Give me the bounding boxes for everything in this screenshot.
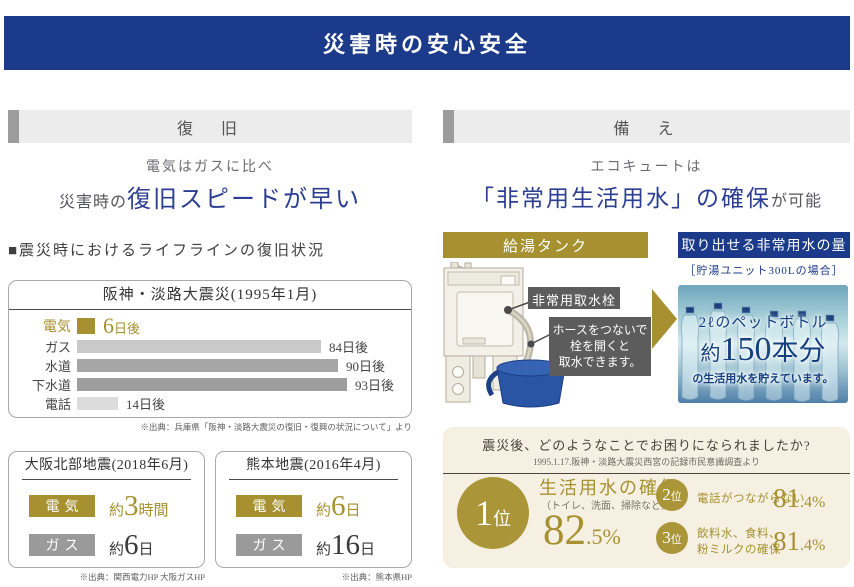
bar-water <box>77 359 338 372</box>
water-bottles-image: 2ℓのペットボトル 約150本分 の生活用水を貯えています。 <box>678 285 848 403</box>
recovery-lead-line2: 災害時の復旧スピードが早い <box>8 179 412 214</box>
chart-label-electricity: 電気 <box>43 319 71 335</box>
gas-badge: ガス <box>236 534 302 556</box>
chart-label-phone: 電話 <box>44 397 71 412</box>
value-sewage: 93日後 <box>355 378 395 393</box>
preparation-lead-main: 「非常用生活用水」の確保 <box>470 186 771 211</box>
page-title: 災害時の安心安全 <box>322 32 531 57</box>
value-phone: 14日後 <box>126 397 166 412</box>
tank-section-bar: 給湯タンク <box>443 232 648 258</box>
bar-electricity <box>77 317 95 334</box>
value-electricity: 6日後 <box>103 312 141 338</box>
osaka-electricity-value: 約 3 時間 <box>109 489 169 522</box>
rank-1-percentage: 82.5% <box>543 507 621 554</box>
arrow-right-icon <box>652 289 677 349</box>
survey-title: 震災後、どのようなことでお困りになられましたか? <box>482 438 811 453</box>
osaka-electricity-row: 電気 約 3 時間 <box>29 490 204 522</box>
hose-instruction-label: ホースをつないで 栓を開くと 取水できます。 <box>549 317 651 376</box>
survey-box: 震災後、どのようなことでお困りになられましたか? 1995.1.17.阪神・淡路… <box>443 427 850 568</box>
chart-row-water: 水道 90日後 <box>9 357 411 374</box>
recovery-lead: 電気はガスに比べ 災害時の復旧スピードが早い <box>8 156 412 214</box>
value-gas: 84日後 <box>329 340 369 355</box>
rank-3-label: 飲料水、食料、 粉ミルクの確保 <box>697 528 781 557</box>
osaka-source-footnote: ※出典：関西電力HP 大阪ガスHP <box>79 572 205 582</box>
amount-section-bar: 取り出せる非常用水の量 <box>678 232 850 258</box>
tank-illustration <box>443 261 678 412</box>
preparation-lead: エコキュートは 「非常用生活用水」の確保が可能 <box>443 156 850 213</box>
bottles-svg <box>680 302 840 402</box>
rank-1-sublabel: （トイレ、洗面、掃除など） <box>541 501 671 512</box>
bar-sewage <box>77 378 347 391</box>
rank-2-label: 電話がつながらない <box>697 493 805 505</box>
preparation-lead-suffix: が可能 <box>770 193 822 210</box>
rank-3-percentage: 81.4% <box>773 526 826 556</box>
lifeline-recovery-heading: ■震災時におけるライフラインの復旧状況 <box>8 243 326 259</box>
chart-title: 阪神・淡路大震災(1995年1月) <box>9 281 411 310</box>
value-water: 90日後 <box>346 359 386 374</box>
rank-1-label: 生活用水の確保 <box>539 478 679 498</box>
recovery-lead-line1: 電気はガスに比べ <box>146 160 274 175</box>
kumamoto-gas-row: ガス 約 16 日 <box>236 529 411 561</box>
kumamoto-quake-title: 熊本地震(2016年4月) <box>229 452 398 480</box>
chart-label-gas: ガス <box>44 340 71 355</box>
page-title-banner: 災害時の安心安全 <box>4 16 850 70</box>
bottle-caption-line2: 約150本分 <box>700 330 826 368</box>
bar-phone <box>77 397 118 410</box>
bar-gas <box>77 340 321 353</box>
electricity-badge: 電気 <box>236 495 302 517</box>
gas-badge: ガス <box>29 534 95 556</box>
chart-row-sewage: 下水道 93日後 <box>9 376 411 393</box>
hanshin-earthquake-chart: 阪神・淡路大震災(1995年1月) 電気 6日後 ガス 84日後 水道 90日後… <box>8 280 412 418</box>
survey-divider <box>443 473 850 474</box>
chart-row-phone: 電話 14日後 <box>9 395 411 412</box>
emergency-valve-label: 非常用取水栓 <box>528 287 620 309</box>
recovery-lead-prefix: 災害時の <box>58 194 127 211</box>
section-label-recovery: 復 旧 <box>176 120 243 138</box>
chart-source-footnote: ※出典：兵庫県「阪神・淡路大震災の復旧・復興の状況について」より <box>140 422 412 432</box>
kumamoto-gas-value: 約 16 日 <box>316 528 376 561</box>
osaka-quake-title: 大阪北部地震(2018年6月) <box>22 452 191 480</box>
electricity-badge: 電気 <box>29 495 95 517</box>
section-header-recovery: 復 旧 <box>8 110 412 143</box>
section-label-preparation: 備 え <box>613 120 680 138</box>
chart-label-water: 水道 <box>44 359 71 374</box>
recovery-lead-main: 復旧スピードが早い <box>127 187 361 213</box>
preparation-lead-line1: エコキュートは <box>590 160 703 175</box>
bottle-caption-line3: の生活用水を貯えています。 <box>692 372 834 385</box>
chart-label-sewage: 下水道 <box>31 378 71 393</box>
preparation-lead-line2: 「非常用生活用水」の確保が可能 <box>443 179 850 213</box>
bottle-caption-line1: 2ℓのペットボトル <box>698 314 828 331</box>
bottle-caption: 2ℓのペットボトル 約150本分 の生活用水を貯えています。 <box>678 285 848 403</box>
chart-row-gas: ガス 84日後 <box>9 338 411 355</box>
header-accent-bar <box>8 110 19 143</box>
kumamoto-source-footnote: ※出典：熊本県HP <box>341 572 412 582</box>
tank-svg <box>443 261 566 408</box>
survey-source: 1995.1.17.阪神・淡路大震災西宮の記録市民意識調査より <box>532 457 761 467</box>
tank-capacity-note: ［貯湯ユニット300Lの場合］ <box>684 265 844 277</box>
rank-2-percentage: 81.4% <box>773 483 826 513</box>
chart-rows: 電気 6日後 ガス 84日後 水道 90日後 下水道 93日後 電話 <box>9 310 411 413</box>
section-header-preparation: 備 え <box>443 110 850 143</box>
chart-row-electricity: 電気 6日後 <box>9 312 411 338</box>
header-accent-bar <box>443 110 454 143</box>
